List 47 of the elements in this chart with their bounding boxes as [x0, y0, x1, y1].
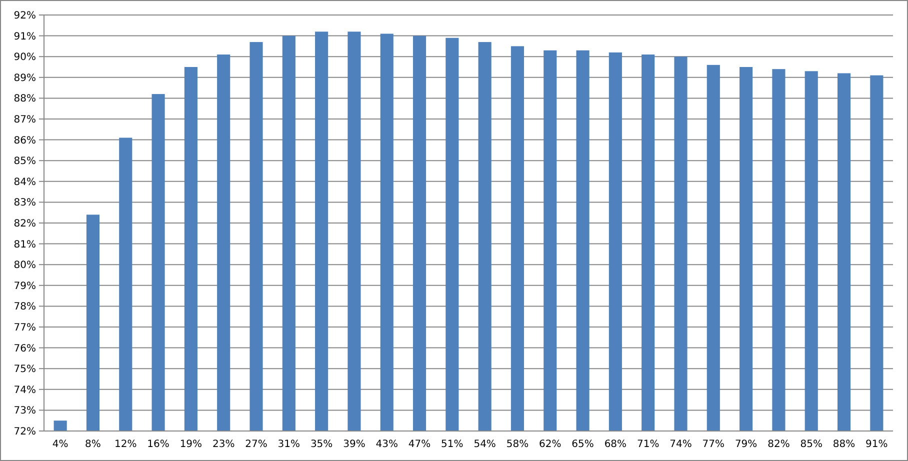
- y-tick-label: 90%: [14, 52, 36, 64]
- y-tick-label: 75%: [14, 364, 36, 376]
- x-tick-label: 68%: [604, 439, 627, 450]
- y-tick-label: 79%: [14, 280, 36, 292]
- y-tick-label: 88%: [14, 94, 36, 105]
- x-tick-label: 43%: [376, 439, 398, 450]
- y-tick-label: 87%: [14, 114, 36, 126]
- x-tick-label: 79%: [734, 439, 758, 450]
- x-tick-label: 88%: [832, 439, 856, 450]
- x-tick-label: 91%: [866, 439, 888, 450]
- x-tick-label: 82%: [768, 439, 790, 450]
- x-tick-label: 54%: [474, 439, 496, 450]
- x-tick-label: 71%: [636, 439, 660, 450]
- x-tick-label: 85%: [800, 439, 822, 450]
- x-tick-label: 16%: [147, 439, 170, 450]
- y-tick-label: 86%: [14, 135, 36, 146]
- x-tick-label: 65%: [572, 439, 594, 450]
- x-tick-label: 77%: [702, 439, 725, 450]
- y-tick-label: 92%: [14, 10, 36, 22]
- x-tick-label: 19%: [180, 439, 202, 450]
- x-tick-label: 23%: [212, 439, 235, 450]
- y-tick-label: 83%: [14, 198, 36, 209]
- y-tick-label: 84%: [14, 176, 36, 188]
- y-tick-label: 73%: [14, 406, 36, 417]
- x-tick-label: 4%: [52, 439, 68, 450]
- y-tick-label: 82%: [14, 218, 36, 230]
- y-tick-label: 80%: [14, 260, 36, 272]
- y-tick-label: 76%: [14, 343, 36, 354]
- x-tick-label: 12%: [114, 439, 137, 450]
- x-tick-label: 35%: [310, 439, 333, 450]
- x-tick-label: 39%: [343, 439, 366, 450]
- x-tick-label: 58%: [506, 439, 529, 450]
- y-tick-label: 81%: [14, 239, 36, 250]
- x-tick-label: 8%: [85, 439, 101, 450]
- y-tick-label: 77%: [14, 322, 36, 334]
- y-tick-label: 85%: [14, 156, 36, 168]
- y-tick-label: 78%: [14, 302, 36, 313]
- y-tick-label: 74%: [14, 384, 36, 396]
- x-tick-label: 27%: [245, 439, 268, 450]
- x-tick-label: 51%: [441, 439, 464, 450]
- y-tick-label: 91%: [14, 31, 36, 42]
- y-tick-label: 72%: [14, 426, 36, 438]
- x-tick-label: 31%: [278, 439, 300, 450]
- x-tick-label: 74%: [670, 439, 692, 450]
- x-tick-label: 47%: [408, 439, 431, 450]
- x-tick-label: 62%: [539, 439, 562, 450]
- y-tick-label: 89%: [14, 72, 36, 84]
